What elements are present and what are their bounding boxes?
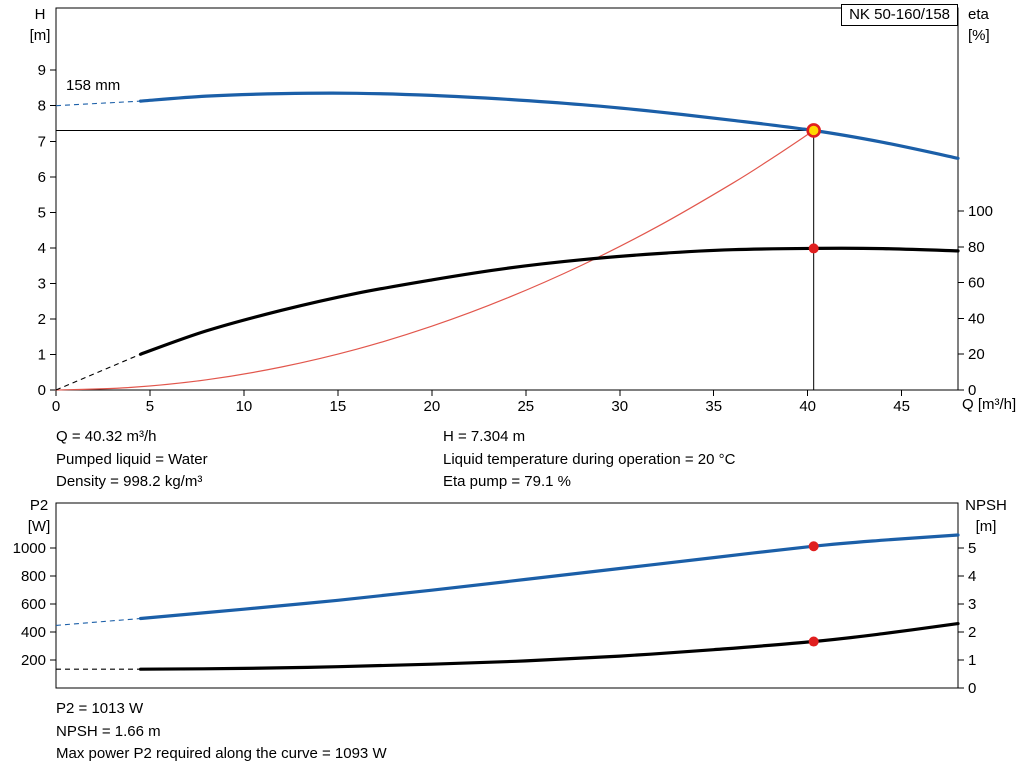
- x-tick-label: 35: [705, 398, 722, 415]
- h-axis-title: H [m]: [24, 4, 56, 46]
- h-axis-title-symbol: H: [34, 6, 46, 23]
- y-left-tick-label: 200: [21, 652, 46, 669]
- h-axis-title-unit: [m]: [29, 27, 51, 44]
- info-p2: P2 = 1013 W: [56, 700, 144, 717]
- q-axis-label: Q [m³/h]: [962, 396, 1017, 413]
- y-right-tick-label: 80: [968, 239, 985, 256]
- head-curve-158mm-lead: [55, 100, 141, 107]
- y-left-tick-label: 600: [21, 596, 46, 613]
- x-tick-label: 10: [236, 398, 253, 415]
- y-left-tick-label: 6: [38, 169, 46, 186]
- y-right-tick-label: 40: [968, 310, 985, 327]
- y-left-tick-label: 4: [38, 240, 46, 257]
- x-tick-label: 45: [893, 398, 910, 415]
- npsh-axis-title: NPSH [m]: [962, 495, 1010, 537]
- eta-axis-title: eta [%]: [968, 4, 1008, 46]
- y-right-tick-label: 60: [968, 275, 985, 292]
- x-tick-label: 25: [517, 398, 534, 415]
- impeller-diameter-label: 158 mm: [66, 77, 121, 94]
- p2-point: [808, 541, 819, 552]
- info-liquid-temperature: Liquid temperature during operation = 20…: [443, 450, 736, 468]
- p2-npsh-chart: 200 400 600 800 1000 0 1 2 3 4 5: [13, 502, 976, 697]
- y-left-tick-label: 5: [38, 204, 46, 221]
- y-right-tick-label: 0: [968, 680, 976, 697]
- efficiency-curve: [139, 246, 960, 356]
- duty-info-left: Q = 40.32 m³/h Pumped liquid = Water Den…: [56, 426, 208, 494]
- y-left-tick-label: 1000: [13, 540, 46, 557]
- p2-axis-title: P2 [W]: [22, 495, 56, 537]
- y-left-tick-label: 1: [38, 346, 46, 363]
- y-left-tick-label: 3: [38, 275, 46, 292]
- info-q: Q = 40.32 m³/h: [56, 428, 157, 445]
- y-left-tick-label: 400: [21, 624, 46, 641]
- y-right-tick-label: 100: [968, 203, 993, 220]
- npsh-point: [808, 636, 819, 647]
- x-tick-label: 0: [52, 398, 60, 415]
- pump-model-badge: NK 50-160/158: [841, 4, 958, 26]
- p2-curve: [139, 533, 960, 621]
- p2-axis-title-symbol: P2: [29, 497, 49, 514]
- npsh-axis-title-unit: [m]: [975, 518, 997, 535]
- plot-frame: [55, 7, 959, 391]
- y-left-tick-label: 2: [38, 311, 46, 328]
- x-tick-label: 15: [330, 398, 347, 415]
- y-left-tick-label: 9: [38, 62, 46, 79]
- efficiency-curve-lead: [55, 353, 141, 391]
- npsh-curve: [139, 622, 960, 671]
- result-info: P2 = 1013 W NPSH = 1.66 m Max power P2 r…: [56, 698, 387, 766]
- npsh-axis-title-symbol: NPSH: [965, 497, 1007, 514]
- eta-axis-title-symbol: eta: [968, 6, 989, 23]
- y-right-tick-label: 4: [968, 568, 976, 585]
- info-eta-pump: Eta pump = 79.1 %: [443, 473, 571, 490]
- eta-axis-title-unit: [%]: [968, 27, 990, 44]
- info-pumped-liquid: Pumped liquid = Water: [56, 450, 208, 468]
- head-curve-158mm: [139, 91, 960, 160]
- duty-info-right: H = 7.304 m Liquid temperature during op…: [443, 426, 735, 494]
- y-left-tick-label: 800: [21, 568, 46, 585]
- system-curve: [55, 129, 815, 391]
- x-tick-label: 5: [146, 398, 154, 415]
- p2-axis-title-unit: [W]: [27, 518, 51, 535]
- y-right-tick-label: 0: [968, 382, 976, 399]
- x-tick-label: 40: [799, 398, 816, 415]
- y-right-tick-label: 2: [968, 624, 976, 641]
- y-right-tick-label: 1: [968, 652, 976, 669]
- eta-point: [808, 243, 819, 254]
- info-h: H = 7.304 m: [443, 428, 526, 445]
- info-density: Density = 998.2 kg/m³: [56, 473, 203, 490]
- y-right-tick-label: 5: [968, 540, 976, 557]
- y-right-tick-label: 20: [968, 346, 985, 363]
- x-tick-label: 20: [423, 398, 440, 415]
- info-npsh: NPSH = 1.66 m: [56, 722, 161, 740]
- y-left-tick-label: 8: [38, 98, 46, 115]
- duty-point: [806, 123, 821, 138]
- plot-frame: [55, 502, 959, 689]
- y-left-tick-label: 0: [38, 382, 46, 399]
- info-max-power: Max power P2 required along the curve = …: [56, 745, 387, 762]
- x-tick-label: 30: [611, 398, 628, 415]
- y-right-tick-label: 3: [968, 596, 976, 613]
- y-left-tick-label: 7: [38, 133, 46, 150]
- p2-curve-lead: [55, 617, 141, 626]
